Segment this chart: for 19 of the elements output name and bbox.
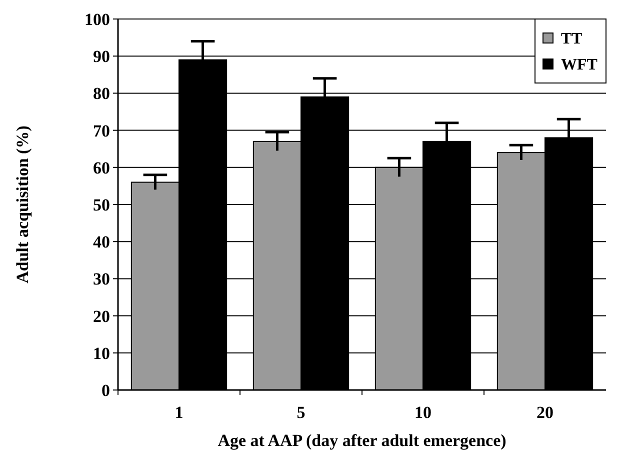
- y-tick-label: 70: [93, 121, 110, 140]
- legend-label: TT: [561, 30, 583, 48]
- x-tick-label: 5: [296, 403, 306, 422]
- x-axis-title: Age at AAP (day after adult emergence): [218, 431, 506, 450]
- y-axis-title: Adult acquisition (%): [13, 126, 32, 284]
- y-tick-label: 60: [93, 158, 110, 178]
- legend-label: WFT: [561, 56, 598, 74]
- x-tick-label: 10: [414, 403, 432, 422]
- y-tick-label: 90: [93, 47, 110, 66]
- y-tick-label: 40: [93, 232, 110, 252]
- y-tick-label: 0: [102, 380, 110, 400]
- y-tick-label: 10: [93, 344, 110, 363]
- x-tick-label: 20: [536, 403, 554, 422]
- x-tick-label: 1: [174, 403, 184, 422]
- y-tick-label: 50: [93, 195, 110, 214]
- y-tick-label: 30: [93, 270, 110, 289]
- y-tick-label: 80: [93, 84, 110, 104]
- y-tick-label: 100: [84, 10, 110, 29]
- y-tick-label: 20: [93, 306, 110, 326]
